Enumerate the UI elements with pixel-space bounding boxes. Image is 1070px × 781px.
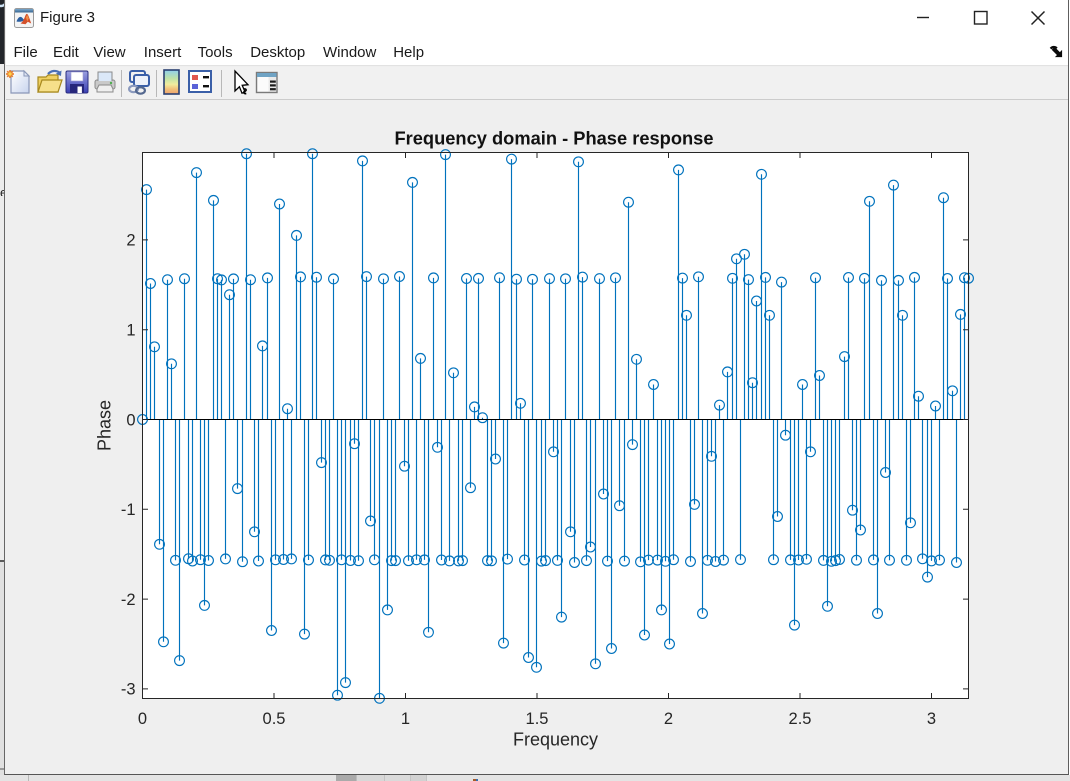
svg-text:2: 2	[126, 232, 135, 250]
svg-text:0.5: 0.5	[263, 710, 286, 728]
svg-text:Frequency: Frequency	[513, 730, 598, 750]
svg-text:0: 0	[138, 710, 147, 728]
svg-text:1.5: 1.5	[526, 710, 549, 728]
svg-text:-2: -2	[121, 591, 136, 609]
svg-text:1: 1	[401, 710, 410, 728]
svg-text:Frequency domain - Phase respo: Frequency domain - Phase response	[394, 128, 713, 149]
svg-text:-1: -1	[121, 501, 136, 519]
svg-text:0: 0	[126, 411, 135, 429]
svg-text:3: 3	[927, 710, 936, 728]
svg-text:1: 1	[126, 322, 135, 340]
svg-text:2.5: 2.5	[789, 710, 812, 728]
svg-text:-3: -3	[121, 681, 136, 699]
svg-text:Phase: Phase	[95, 400, 115, 451]
svg-text:2: 2	[664, 710, 673, 728]
